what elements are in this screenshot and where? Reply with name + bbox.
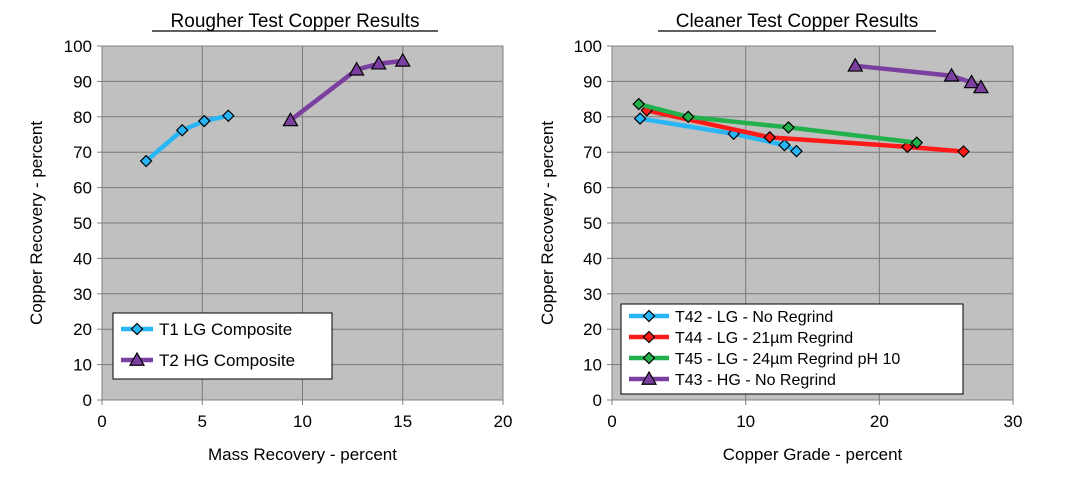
chart-1: Rougher Test Copper Results 0 5 10 15 20 0 10 20… xyxy=(27,11,512,464)
data-point xyxy=(139,154,153,168)
y-tick-label: 0 xyxy=(593,391,602,410)
series-3 xyxy=(632,97,924,149)
data-point xyxy=(633,112,647,125)
y-tick-label: 80 xyxy=(583,108,602,127)
data-point xyxy=(197,114,211,128)
y-axis-label: Copper Recovery - percent xyxy=(27,121,46,325)
y-tick-label: 20 xyxy=(73,320,92,339)
y-tick-label: 50 xyxy=(73,214,92,233)
y-tick-label: 100 xyxy=(64,37,92,56)
series-line xyxy=(288,58,405,123)
y-tick-label: 60 xyxy=(583,179,602,198)
legend-marker xyxy=(640,370,658,385)
x-tick-label: 15 xyxy=(393,412,412,431)
y-tick-label: 0 xyxy=(83,391,92,410)
legend-marker xyxy=(642,351,656,365)
data-point xyxy=(348,61,365,76)
x-tick-label: 5 xyxy=(198,412,207,431)
data-point xyxy=(901,140,914,154)
y-tick-label: 10 xyxy=(73,356,92,375)
legend-label: T45 - LG - 24µm Regrind pH 10 xyxy=(675,351,900,368)
y-tick-label: 30 xyxy=(73,285,92,304)
x-tick-label: 0 xyxy=(607,412,616,431)
y-tick-label: 40 xyxy=(73,249,92,268)
legend-label: T42 - LG - No Regrind xyxy=(675,309,833,326)
legend-marker xyxy=(642,309,656,323)
data-point xyxy=(175,123,189,137)
legend: T1 LG Composite T2 HG Composite xyxy=(112,312,333,380)
legend-label: T2 HG Composite xyxy=(159,351,295,370)
data-point xyxy=(943,67,960,82)
x-tick-label: 20 xyxy=(870,412,889,431)
data-point xyxy=(221,109,235,123)
legend-box xyxy=(620,303,964,395)
data-point xyxy=(681,110,695,124)
x-tick-label: 10 xyxy=(293,412,312,431)
legend: T42 - LG - No Regrind T44 - LG - 21µm Reg… xyxy=(620,303,964,395)
chart-title: Cleaner Test Copper Results xyxy=(676,11,919,32)
data-point xyxy=(778,138,791,152)
y-tick-label: 70 xyxy=(583,143,602,162)
legend-box xyxy=(112,312,333,380)
data-point xyxy=(370,55,387,70)
series-line xyxy=(644,108,966,154)
y-tick-label: 90 xyxy=(583,72,602,91)
legend-marker xyxy=(130,322,144,336)
legend-marker xyxy=(128,351,146,366)
y-tick-label: 30 xyxy=(583,285,602,304)
data-point xyxy=(910,136,924,149)
data-point xyxy=(972,79,989,94)
legend-marker xyxy=(642,330,656,344)
series-1 xyxy=(139,109,235,168)
x-tick-label: 10 xyxy=(736,412,755,431)
x-axis-label: Mass Recovery - percent xyxy=(208,445,397,464)
x-tick-label: 0 xyxy=(97,412,106,431)
y-tick-label: 90 xyxy=(73,72,92,91)
y-tick-label: 40 xyxy=(583,249,602,268)
legend-label: T1 LG Composite xyxy=(159,320,292,339)
data-point xyxy=(847,57,864,72)
y-tick-label: 100 xyxy=(574,37,602,56)
legend-label: T43 - HG - No Regrind xyxy=(675,372,836,389)
x-tick-label: 20 xyxy=(494,412,513,431)
x-tick-label: 30 xyxy=(1004,412,1023,431)
y-tick-label: 80 xyxy=(73,108,92,127)
y-tick-label: 70 xyxy=(73,143,92,162)
y-axis-label: Copper Recovery - percent xyxy=(538,121,557,325)
data-point xyxy=(763,130,777,144)
series-line xyxy=(637,116,799,154)
y-tick-label: 10 xyxy=(583,356,602,375)
series-line xyxy=(143,113,231,164)
data-point xyxy=(394,52,411,67)
legend-label: T44 - LG - 21µm Regrind xyxy=(675,330,853,347)
data-point xyxy=(790,144,803,158)
data-point xyxy=(632,97,646,111)
y-tick-label: 20 xyxy=(583,320,602,339)
data-point xyxy=(963,74,980,89)
series-4 xyxy=(847,57,989,94)
chart-2: Cleaner Test Copper Results 0 10 20 30 0 10 20 3… xyxy=(538,11,1022,464)
chart-title: Rougher Test Copper Results xyxy=(171,11,420,32)
x-axis-label: Copper Grade - percent xyxy=(723,445,903,464)
data-point xyxy=(782,121,795,134)
series-2 xyxy=(282,52,411,127)
y-tick-label: 50 xyxy=(583,214,602,233)
data-point xyxy=(957,145,970,158)
data-point xyxy=(282,112,299,127)
series-line xyxy=(636,101,920,145)
y-tick-label: 60 xyxy=(73,179,92,198)
